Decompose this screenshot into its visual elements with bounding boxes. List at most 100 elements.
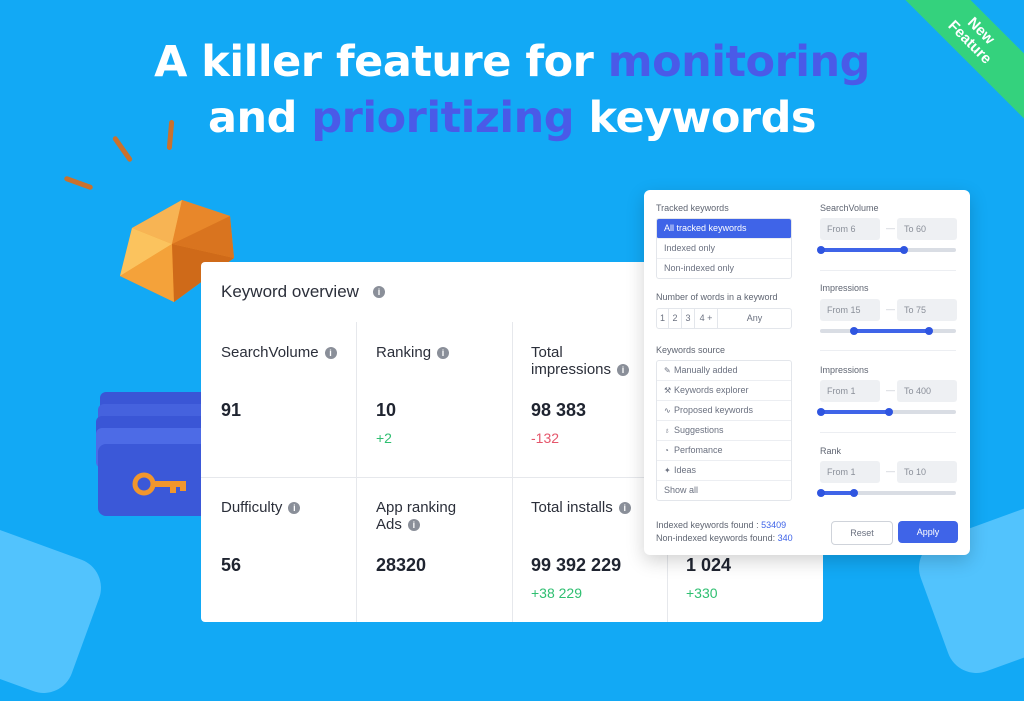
slider-thumb-start[interactable] bbox=[817, 246, 825, 254]
overview-title-text: Keyword overview bbox=[221, 282, 359, 301]
hero-accent-monitoring: monitoring bbox=[607, 37, 871, 87]
tracked-keywords-title: Tracked keywords bbox=[656, 203, 729, 213]
range-title-search-volume: SearchVolume bbox=[820, 203, 879, 213]
range-title-impressions: Impressions bbox=[820, 283, 869, 293]
option-all-tracked[interactable]: All tracked keywords bbox=[657, 219, 791, 239]
source-proposed[interactable]: ∿ Proposed keywords bbox=[657, 401, 791, 421]
metric-delta: +330 bbox=[686, 585, 718, 601]
nonindexed-found-value: 340 bbox=[777, 533, 793, 543]
range-from-input[interactable]: From 1 bbox=[820, 380, 880, 402]
metric-value: 98 383 bbox=[531, 400, 587, 420]
divider bbox=[820, 270, 956, 271]
source-label: Perfomance bbox=[674, 445, 723, 455]
spark-decoration bbox=[63, 175, 94, 191]
word-option-1[interactable]: 1 bbox=[657, 309, 669, 328]
hero-title: A killer feature for monitoring and prio… bbox=[0, 34, 1024, 146]
hero-line2-end: keywords bbox=[574, 93, 817, 143]
slider-fill bbox=[820, 491, 854, 495]
metric-search-volume: SearchVolume i 91 bbox=[221, 344, 361, 420]
range-to-input[interactable]: To 75 bbox=[897, 299, 957, 321]
metric-total-installs: Total installs i 99 392 229 +38 229 bbox=[531, 499, 671, 601]
slider-thumb-end[interactable] bbox=[885, 408, 894, 416]
metric-ranking: Ranking i 10 +2 bbox=[376, 344, 516, 446]
slider-thumb-end[interactable] bbox=[900, 246, 909, 254]
range-dash: — bbox=[886, 304, 895, 314]
metric-label: Dufficulty bbox=[221, 499, 283, 516]
slider-thumb-start[interactable] bbox=[849, 327, 858, 335]
gem-icon bbox=[120, 200, 234, 302]
corner-decoration bbox=[0, 518, 110, 701]
source-show-all[interactable]: Show all bbox=[664, 485, 699, 495]
metric-total-impressions: Total impressions i 98 383 -132 bbox=[531, 344, 641, 446]
slider-track bbox=[820, 491, 956, 495]
source-label: Suggestions bbox=[674, 425, 724, 435]
source-performance[interactable]: ◔ Perfomance bbox=[657, 441, 791, 461]
metric-label: App ranking Ads bbox=[376, 499, 457, 533]
indexed-found-label: Indexed keywords found : bbox=[656, 520, 759, 530]
source-label: Proposed keywords bbox=[674, 405, 754, 415]
metric-value: 10 bbox=[376, 400, 397, 420]
info-icon[interactable]: i bbox=[407, 519, 420, 532]
metric-value: 56 bbox=[221, 555, 242, 575]
bulb-icon: ♁ bbox=[664, 426, 670, 435]
option-indexed-only[interactable]: Indexed only bbox=[657, 239, 791, 259]
source-label: Manually added bbox=[674, 365, 738, 375]
keycard-stack-icon bbox=[96, 392, 220, 516]
slider-fill bbox=[852, 329, 929, 333]
metric-value: 1 024 bbox=[686, 555, 732, 575]
divider bbox=[820, 432, 956, 433]
source-keywords-explorer[interactable]: ⚒ Keywords explorer bbox=[657, 381, 791, 401]
word-option-2[interactable]: 2 bbox=[669, 309, 682, 328]
slider-thumb-start[interactable] bbox=[817, 408, 825, 416]
keywords-source-title: Keywords source bbox=[656, 345, 726, 355]
info-icon[interactable]: i bbox=[372, 286, 385, 298]
words-count-selector: 1 2 3 4 + Any bbox=[656, 308, 792, 329]
info-icon[interactable]: i bbox=[437, 347, 450, 360]
tracked-keywords-list: All tracked keywords Indexed only Non-in… bbox=[656, 218, 792, 279]
range-to-input[interactable]: To 400 bbox=[897, 380, 957, 402]
range-dash: — bbox=[886, 466, 895, 476]
range-from-input[interactable]: From 6 bbox=[820, 218, 880, 240]
keyword-filter-panel: Tracked keywords All tracked keywords In… bbox=[644, 190, 970, 555]
slider-thumb-start[interactable] bbox=[817, 489, 825, 497]
hero-line2: and bbox=[207, 93, 312, 143]
slider-thumb-end[interactable] bbox=[924, 327, 933, 335]
source-label: Ideas bbox=[674, 465, 697, 475]
word-option-any[interactable]: Any bbox=[746, 313, 763, 323]
range-dash: — bbox=[886, 223, 895, 233]
info-icon[interactable]: i bbox=[617, 364, 630, 377]
range-from-input[interactable]: From 1 bbox=[820, 461, 880, 483]
option-nonindexed-only[interactable]: Non-indexed only bbox=[664, 263, 735, 273]
range-to-input[interactable]: To 10 bbox=[897, 461, 957, 483]
info-icon[interactable]: i bbox=[618, 502, 631, 515]
keywords-source-list: ✎ Manually added ⚒ Keywords explorer ∿ Prop… bbox=[656, 360, 792, 501]
source-manually-added[interactable]: ✎ Manually added bbox=[657, 361, 791, 381]
metric-label: SearchVolume bbox=[221, 344, 319, 361]
nonindexed-found: Non-indexed keywords found: 340 bbox=[656, 533, 793, 543]
metric-app-ranking-ads: App ranking Ads i 28320 bbox=[376, 499, 476, 575]
wrench-icon: ⚒ bbox=[664, 386, 672, 395]
reset-button[interactable]: Reset bbox=[831, 521, 893, 545]
trend-icon: ∿ bbox=[664, 406, 671, 415]
star-icon: ✦ bbox=[664, 466, 671, 475]
metric-delta: -132 bbox=[531, 430, 560, 446]
source-suggestions[interactable]: ♁ Suggestions bbox=[657, 421, 791, 441]
word-option-3[interactable]: 3 bbox=[682, 309, 695, 328]
range-title-impressions-2: Impressions bbox=[820, 365, 869, 375]
word-option-4plus[interactable]: 4 + bbox=[695, 309, 718, 328]
indexed-found-value: 53409 bbox=[761, 520, 787, 530]
nonindexed-found-label: Non-indexed keywords found: bbox=[656, 533, 776, 543]
divider bbox=[512, 322, 513, 622]
hero-accent-prioritizing: prioritizing bbox=[311, 93, 575, 143]
metric-value: 99 392 229 bbox=[531, 555, 622, 575]
info-icon[interactable]: i bbox=[288, 502, 301, 515]
info-icon[interactable]: i bbox=[324, 347, 337, 360]
range-to-input[interactable]: To 60 bbox=[897, 218, 957, 240]
source-ideas[interactable]: ✦ Ideas bbox=[657, 461, 791, 481]
indexed-found: Indexed keywords found : 53409 bbox=[656, 520, 786, 530]
range-from-input[interactable]: From 15 bbox=[820, 299, 880, 321]
apply-button[interactable]: Apply bbox=[898, 521, 958, 543]
pencil-icon: ✎ bbox=[664, 366, 671, 375]
slider-fill bbox=[820, 248, 905, 252]
slider-thumb-end[interactable] bbox=[850, 489, 858, 497]
